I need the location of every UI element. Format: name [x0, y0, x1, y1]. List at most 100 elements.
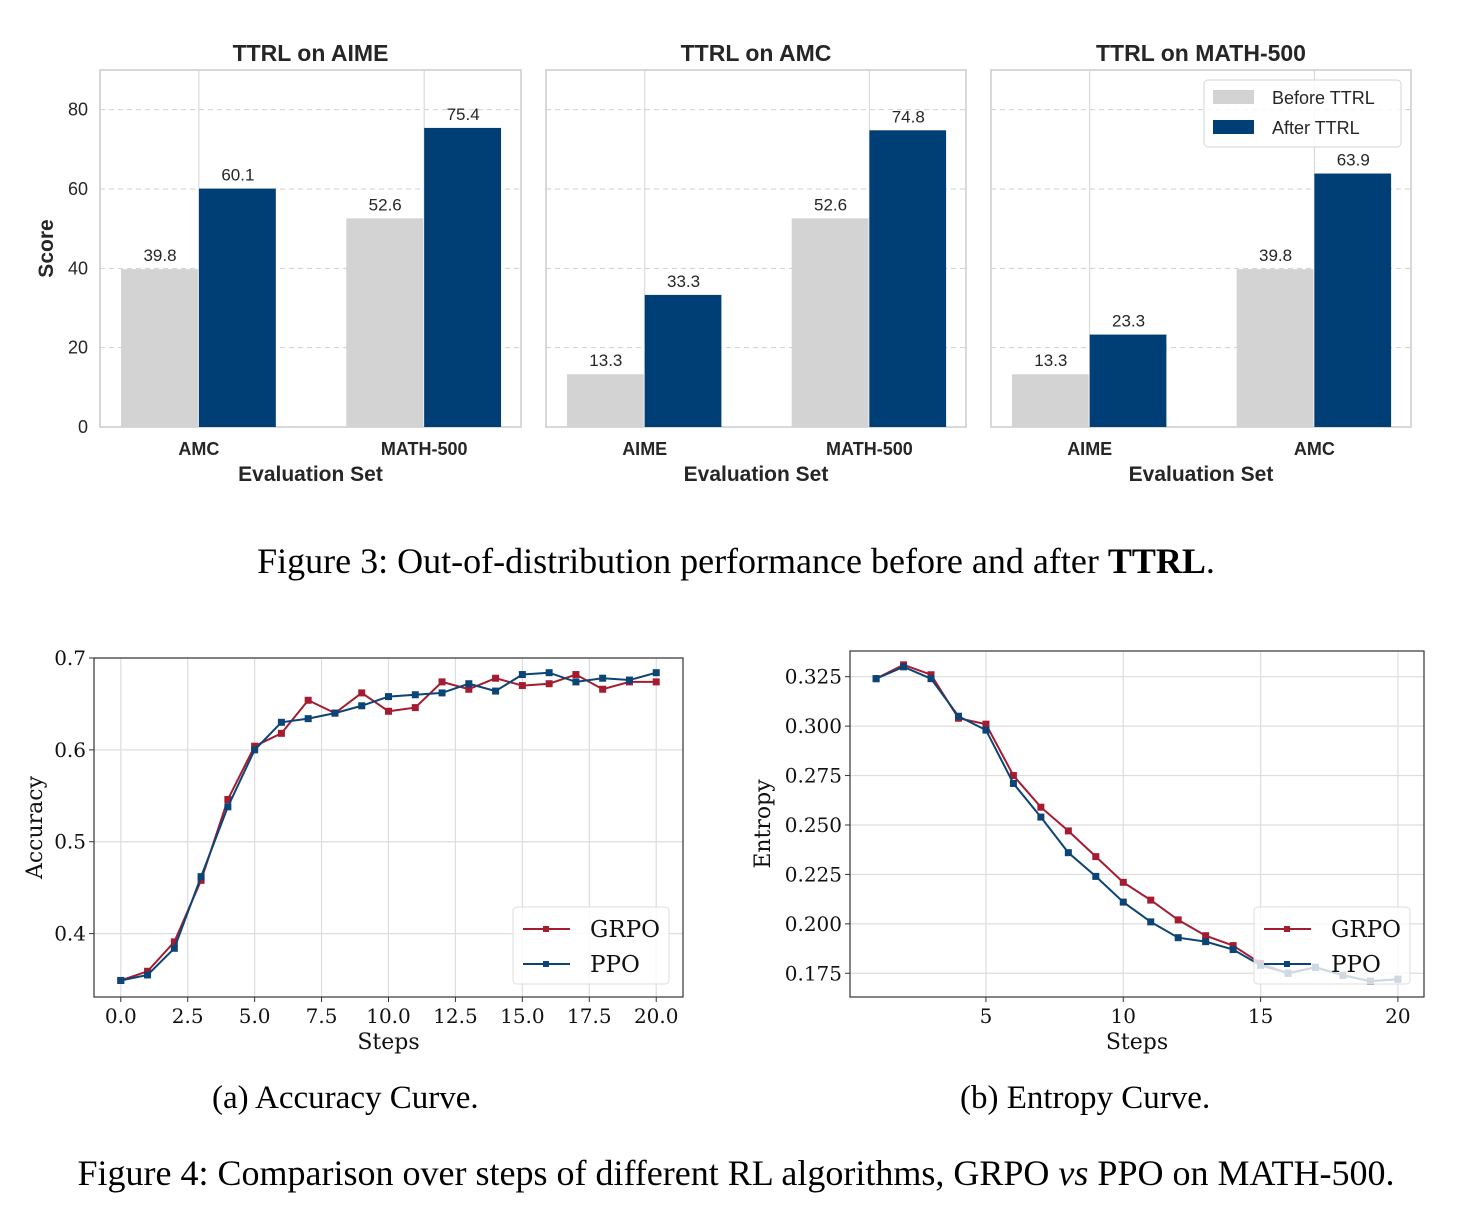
data-point-ppo	[954, 712, 962, 720]
data-point-ppo	[492, 687, 500, 695]
y-tick-label: 0.275	[785, 764, 842, 788]
data-point-grpo	[1064, 827, 1072, 835]
data-point-ppo	[652, 669, 660, 677]
data-point-ppo	[1037, 813, 1045, 821]
x-tick-label: 7.5	[306, 1004, 338, 1028]
y-tick-label: 0.250	[785, 813, 842, 837]
data-point-grpo	[277, 729, 285, 737]
y-tick-label: 0	[78, 417, 88, 437]
chart-title: TTRL on AIME	[233, 40, 389, 66]
data-point-grpo	[1119, 878, 1127, 886]
x-axis-label: Evaluation Set	[684, 463, 829, 486]
x-tick-label: 10.0	[366, 1004, 411, 1028]
data-point-grpo	[492, 674, 500, 682]
data-point-ppo	[1147, 918, 1155, 926]
x-tick-label: AIME	[622, 439, 667, 459]
data-point-ppo	[144, 971, 152, 979]
data-point-ppo	[304, 715, 312, 723]
data-point-grpo	[197, 876, 205, 884]
legend: GRPO PPO	[512, 906, 670, 985]
legend-label-grpo: GRPO	[1331, 917, 1401, 943]
legend-marker-grpo	[1284, 926, 1290, 932]
x-tick-label: AIME	[1067, 439, 1112, 459]
bar-value-label: 39.8	[143, 246, 176, 265]
x-tick-label: 5	[980, 1004, 993, 1028]
data-point-ppo	[1119, 898, 1127, 906]
bar-before-ttrl	[791, 218, 869, 427]
bar-after-ttrl	[644, 294, 722, 427]
data-point-ppo	[385, 693, 392, 701]
data-point-ppo	[1229, 946, 1237, 954]
bar-value-label: 52.6	[369, 195, 402, 214]
bar-value-label: 39.8	[1259, 246, 1292, 265]
bar-after-ttrl	[869, 130, 947, 427]
bar-after-ttrl	[198, 188, 276, 427]
legend: Before TTRL After TTRL	[1203, 79, 1402, 148]
x-tick-label: 10	[1111, 1004, 1136, 1028]
data-point-grpo	[518, 682, 526, 690]
bar-value-label: 75.4	[447, 105, 480, 124]
data-point-grpo	[144, 967, 152, 975]
figure3-bar-charts: 39.8 60.1 AMC 52.6 75.4 MATH-500 TTRL on AIME E…	[35, 40, 1412, 486]
x-axis-label: Steps	[1106, 1030, 1168, 1055]
data-point-grpo	[465, 685, 473, 693]
data-point-grpo	[1009, 772, 1017, 780]
y-axis-label: Score	[35, 219, 58, 277]
legend-label-ppo: PPO	[1331, 952, 1381, 978]
bar-after-ttrl	[424, 127, 502, 427]
x-tick-label: 17.5	[567, 1004, 612, 1028]
chart-title: TTRL on MATH-500	[1096, 40, 1306, 66]
x-tick-label: 0.0	[105, 1004, 137, 1028]
legend-marker-ppo	[1284, 961, 1290, 967]
figure4-caption-text: Figure 4: Comparison over steps of diffe…	[77, 1153, 1059, 1193]
bar-before-ttrl	[346, 218, 424, 427]
data-point-ppo	[1174, 934, 1182, 942]
data-point-ppo	[982, 726, 990, 734]
bar-before-ttrl	[121, 269, 198, 427]
subcaption-a: (a) Accuracy Curve.	[212, 1080, 479, 1116]
plot-frame	[93, 657, 684, 998]
data-point-ppo	[331, 709, 339, 717]
bar-before-ttrl	[1236, 269, 1314, 427]
data-point-ppo	[900, 663, 908, 671]
data-point-ppo	[170, 944, 178, 952]
legend-swatch-after	[1213, 120, 1254, 134]
bar-value-label: 13.3	[589, 351, 622, 370]
y-axis-label: Accuracy	[23, 775, 48, 880]
y-tick-label: 0.7	[54, 646, 86, 670]
data-point-grpo	[982, 720, 990, 728]
data-point-ppo	[1009, 779, 1017, 787]
bar-panel-0: 39.8 60.1 AMC 52.6 75.4 MATH-500 TTRL on AIME E…	[35, 40, 522, 486]
bar-panel-1: 13.3 33.3 AIME 52.6 74.8 MATH-500 TTRL on AMC E…	[545, 40, 967, 486]
entropy-line-chart: 5 10 15 20 0.175 0.200 0.225 0.250 0.275 0.300 0.3…	[751, 650, 1425, 1055]
x-tick-label: 15	[1248, 1004, 1273, 1028]
data-point-grpo	[1092, 853, 1100, 861]
bar-value-label: 63.9	[1337, 151, 1370, 170]
x-tick-label: 15.0	[500, 1004, 545, 1028]
x-axis-label: Evaluation Set	[1129, 463, 1274, 486]
y-tick-label: 0.200	[785, 912, 842, 936]
data-point-ppo	[117, 976, 125, 984]
bar-after-ttrl	[1089, 334, 1167, 427]
bar-value-label: 23.3	[1112, 312, 1145, 331]
data-point-grpo	[1037, 803, 1045, 811]
data-point-grpo	[224, 795, 232, 803]
y-tick-label: 0.300	[785, 714, 842, 738]
data-point-grpo	[1202, 932, 1210, 940]
legend-label-grpo: GRPO	[590, 917, 660, 943]
data-point-grpo	[170, 938, 178, 946]
data-point-grpo	[438, 678, 446, 686]
x-tick-label: MATH-500	[381, 439, 468, 459]
data-point-ppo	[1064, 849, 1072, 857]
bar-panel-2: 13.3 23.3 AIME 39.8 63.9 AMC TTRL on MATH-500 E…	[990, 40, 1412, 486]
figure3-caption: Figure 3: Out-of-distribution performanc…	[0, 540, 1472, 582]
x-tick-label: 20.0	[634, 1004, 679, 1028]
data-point-ppo	[1202, 938, 1210, 946]
figure4-caption-italic: vs	[1058, 1153, 1089, 1193]
data-point-grpo	[927, 671, 935, 679]
bar-before-ttrl	[1012, 374, 1089, 427]
bar-value-label: 33.3	[667, 272, 700, 291]
legend-marker-ppo	[543, 961, 549, 967]
y-tick-label: 0.5	[54, 830, 86, 854]
